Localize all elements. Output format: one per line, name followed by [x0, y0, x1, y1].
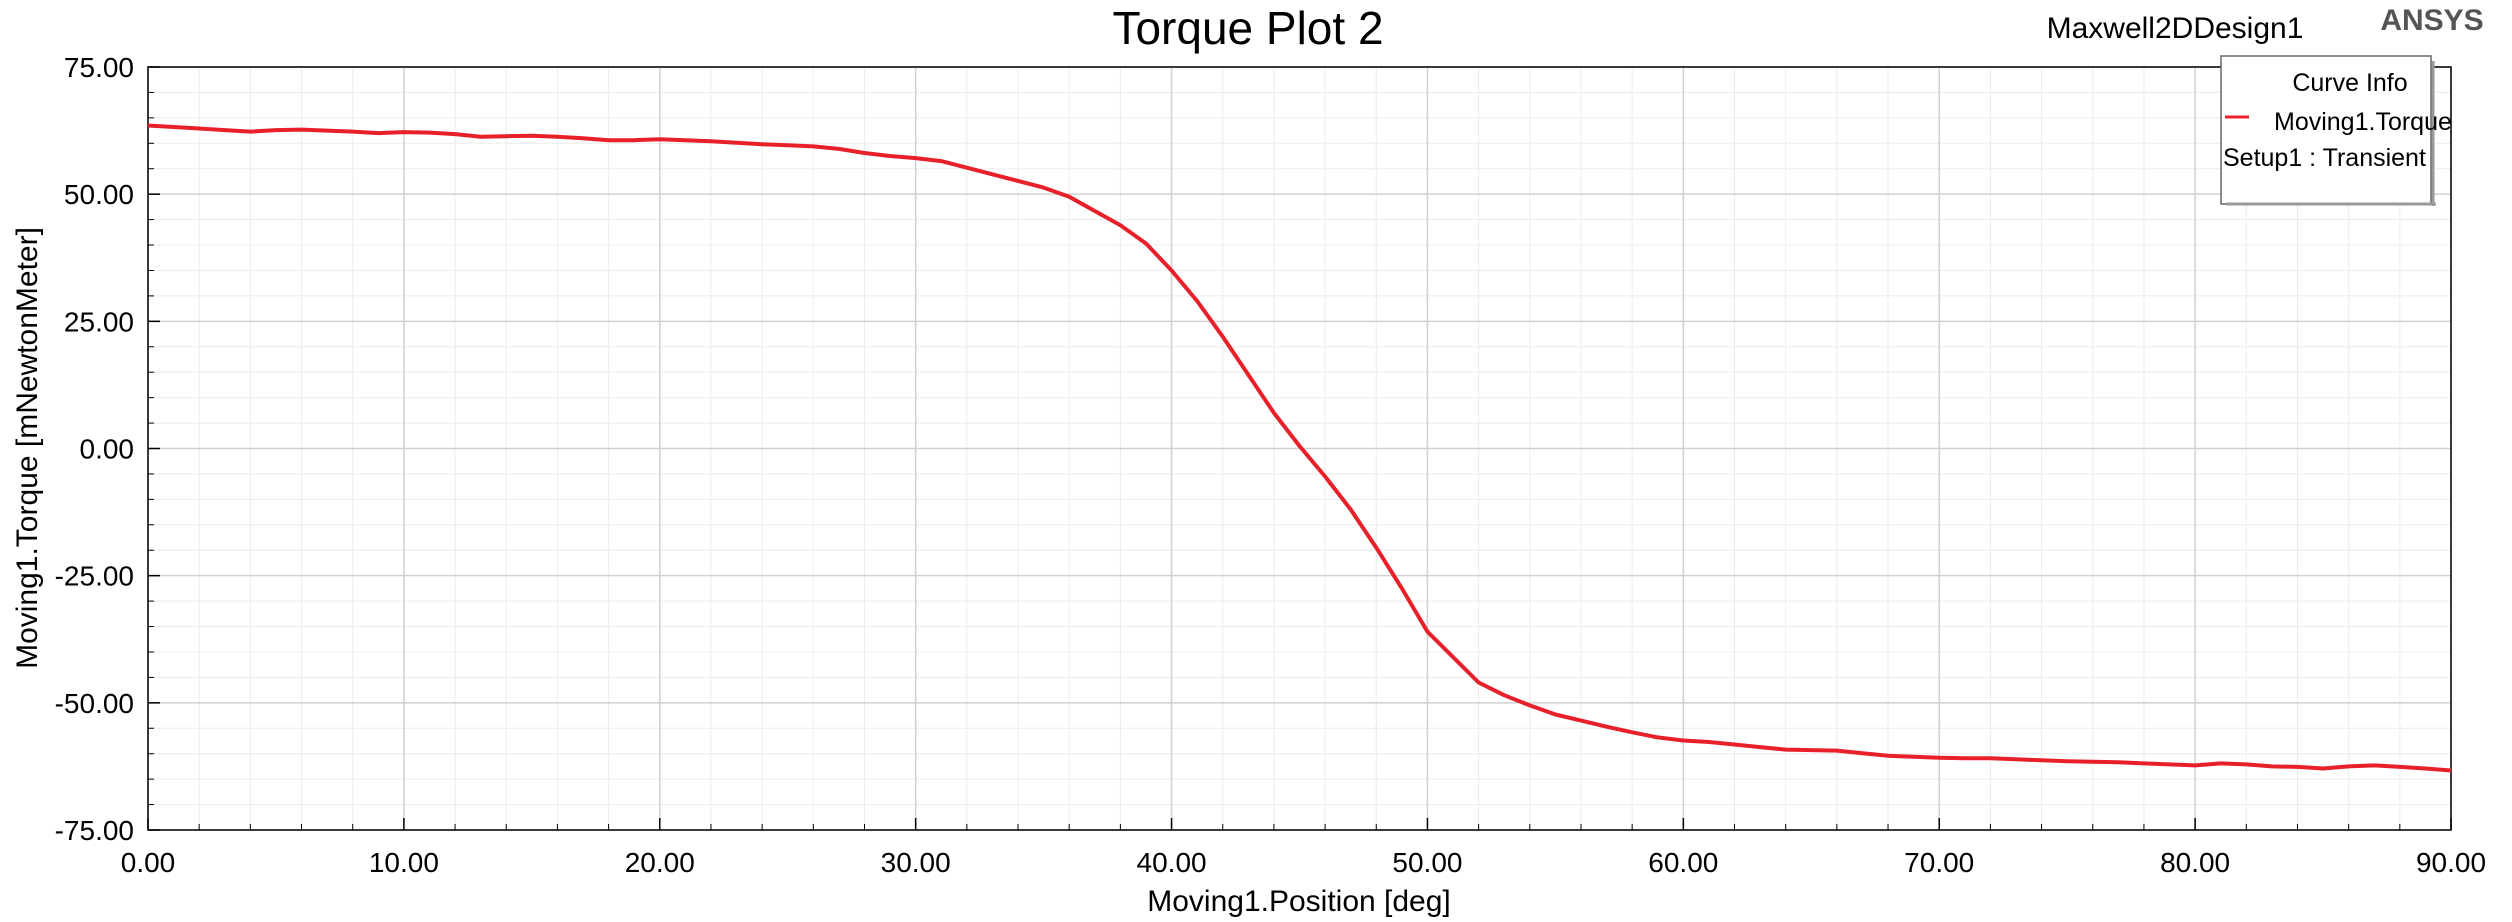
- y-tick-labels: 75.00 50.00 25.00 0.00 -25.00 -50.00 -75.00: [55, 52, 134, 846]
- x-tick-label: 30.00: [881, 847, 951, 878]
- legend-title: Curve Info: [2292, 69, 2407, 97]
- minor-ticks: [148, 91, 2401, 830]
- legend-series-label: Moving1.Torque: [2274, 108, 2452, 136]
- x-tick-label: 0.00: [121, 847, 176, 878]
- x-tick-label: 20.00: [625, 847, 695, 878]
- y-tick-label: -75.00: [55, 815, 134, 846]
- y-axis-label: Moving1.Torque [mNewtonMeter]: [11, 227, 44, 669]
- legend-box[interactable]: Curve Info Moving1.Torque Setup1 : Trans…: [2220, 55, 2452, 206]
- x-tick-label: 80.00: [2160, 847, 2230, 878]
- x-tick-label: 90.00: [2416, 847, 2486, 878]
- y-tick-label: 50.00: [64, 179, 134, 210]
- x-tick-labels: 0.00 10.00 20.00 30.00 40.00 50.00 60.00 70.00 8…: [121, 847, 2486, 878]
- design-name: Maxwell2DDesign1: [2047, 12, 2304, 45]
- x-tick-label: 70.00: [1904, 847, 1974, 878]
- y-tick-label: -50.00: [55, 688, 134, 719]
- y-tick-label: 75.00: [64, 52, 134, 83]
- chart-title: Torque Plot 2: [1112, 2, 1383, 54]
- legend-frame: [2220, 55, 2432, 205]
- x-tick-label: 10.00: [369, 847, 439, 878]
- x-tick-label: 50.00: [1392, 847, 1462, 878]
- plot-frame: [147, 66, 2452, 831]
- x-tick-label: 40.00: [1137, 847, 1207, 878]
- brand-logo: ANSYS: [2380, 4, 2483, 37]
- x-tick-label: 60.00: [1648, 847, 1718, 878]
- legend-setup-label: Setup1 : Transient: [2223, 144, 2426, 172]
- x-axis-label: Moving1.Position [deg]: [1147, 885, 1451, 918]
- y-tick-label: 25.00: [64, 306, 134, 337]
- series-line-moving1-torque: [147, 123, 2452, 773]
- y-tick-label: -25.00: [55, 561, 134, 592]
- y-tick-label: 0.00: [80, 434, 135, 465]
